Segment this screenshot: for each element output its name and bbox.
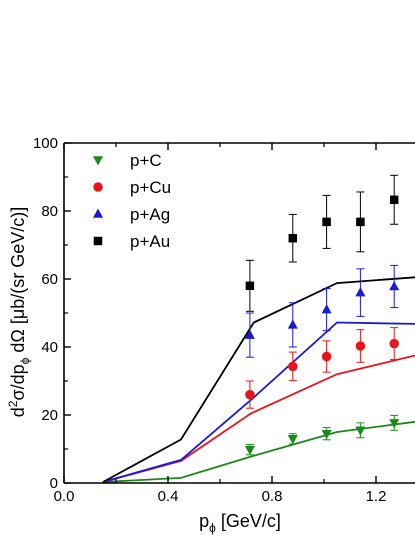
- x-axis-title: pϕ [GeV/c]: [199, 511, 281, 535]
- legend-marker-p-ag: [93, 208, 103, 218]
- curve-p-ag: [102, 321, 415, 483]
- curve-p-au: [102, 276, 415, 483]
- y-tick-label: 0: [50, 475, 58, 492]
- point-p-c: [321, 429, 332, 440]
- y-axis-title-sup: 2: [6, 400, 20, 407]
- x-tick-label: 0.8: [262, 488, 283, 505]
- point-p-au: [389, 195, 399, 205]
- legend-label-p-c: p+C: [130, 151, 162, 170]
- point-p-au: [356, 217, 365, 227]
- legend-label-p-au: p+Au: [130, 232, 170, 251]
- y-tick-label: 40: [41, 339, 58, 356]
- point-p-ag: [355, 287, 366, 297]
- point-p-au: [322, 217, 331, 227]
- curve-p-c: [102, 420, 415, 483]
- model-curves: [102, 276, 415, 483]
- legend-marker-p-c: [93, 156, 103, 166]
- legend-label-p-cu: p+Cu: [130, 178, 171, 197]
- point-p-c: [244, 445, 255, 456]
- y-tick-label: 100: [33, 135, 58, 152]
- axes: 0 20 40 60 80 100 0.0 0.4 0.8 1.2: [33, 135, 415, 505]
- y-axis-title-rest: dΩ [μb/(sr GeV/c)]: [8, 207, 28, 358]
- point-p-au: [245, 281, 255, 291]
- y-axis-title-d: d: [8, 407, 28, 417]
- point-p-cu: [355, 341, 366, 351]
- legend: p+C p+Cu p+Ag p+Au: [93, 151, 171, 251]
- point-p-au: [288, 233, 298, 243]
- legend-label-p-ag: p+Ag: [130, 205, 170, 224]
- x-axis-title-sub: ϕ: [209, 521, 216, 535]
- data-markers: [244, 195, 400, 456]
- x-tick-label: 0.0: [54, 488, 75, 505]
- point-p-cu: [321, 351, 332, 362]
- y-tick-label: 20: [41, 407, 58, 424]
- point-p-cu: [389, 338, 399, 349]
- legend-marker-p-au: [93, 236, 103, 246]
- point-p-ag: [389, 280, 400, 291]
- y-axis-title: d2σ/dpϕ dΩ [μb/(sr GeV/c)]: [6, 207, 32, 417]
- curve-p-cu: [102, 354, 415, 483]
- point-p-ag: [287, 319, 298, 329]
- x-tick-label: 0.4: [158, 488, 179, 505]
- point-p-ag: [321, 304, 332, 314]
- point-p-c: [389, 419, 400, 429]
- point-p-cu: [245, 389, 255, 400]
- point-p-cu: [288, 361, 298, 372]
- point-p-c: [355, 426, 366, 436]
- y-axis-title-sub: ϕ: [18, 357, 32, 364]
- x-axis-title-p: p: [199, 511, 209, 531]
- y-tick-label: 60: [41, 271, 58, 288]
- y-tick-label: 80: [41, 203, 58, 220]
- point-p-c: [287, 435, 298, 445]
- x-tick-label: 1.2: [366, 488, 387, 505]
- legend-marker-p-cu: [93, 182, 103, 192]
- y-axis-title-mid: σ/dp: [8, 364, 28, 400]
- point-p-ag: [244, 329, 255, 339]
- x-axis-title-unit: [GeV/c]: [216, 511, 281, 531]
